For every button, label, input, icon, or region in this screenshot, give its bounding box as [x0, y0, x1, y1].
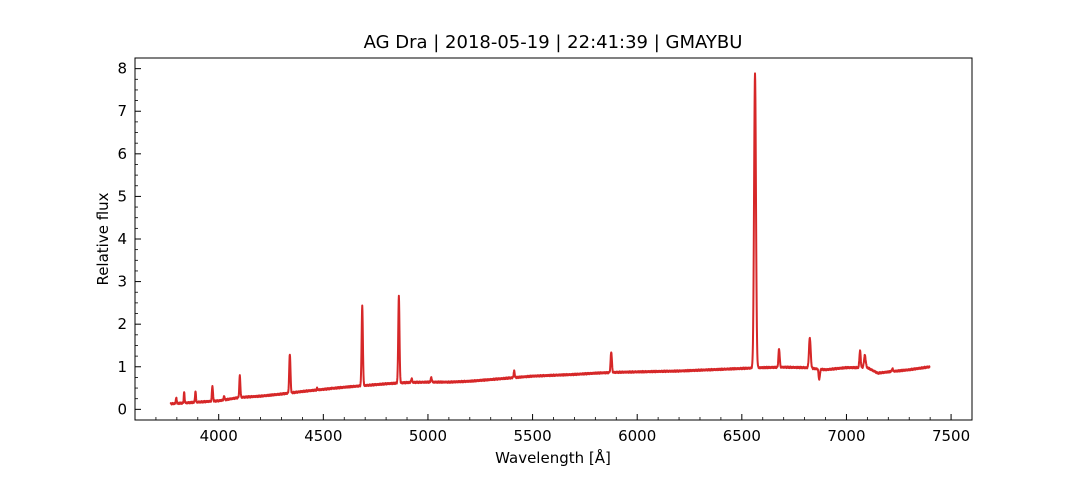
- x-axis-label: Wavelength [Å]: [495, 448, 611, 467]
- x-axis-ticks: 4000 4500 5000 5500 6000 6500 7000 7500: [134, 414, 973, 445]
- x-tick-label: 5500: [513, 427, 551, 445]
- x-tick-label: 6000: [618, 427, 656, 445]
- y-tick-label: 3: [117, 273, 127, 291]
- y-tick-label: 7: [117, 102, 127, 120]
- y-axis-label: Relative flux: [94, 192, 112, 285]
- spectrum-line: [169, 72, 931, 406]
- y-tick-label: 5: [117, 187, 127, 205]
- x-tick-label: 7500: [932, 427, 970, 445]
- x-tick-label: 6500: [723, 427, 761, 445]
- x-tick-label: 5000: [409, 427, 447, 445]
- y-tick-label: 1: [117, 358, 127, 376]
- y-tick-label: 2: [117, 315, 127, 333]
- y-tick-label: 4: [117, 230, 127, 248]
- chart-title: AG Dra | 2018-05-19 | 22:41:39 | GMAYBU: [364, 32, 743, 53]
- y-axis-ticks: 0 1 2 3 4 5 6 7 8: [117, 60, 141, 418]
- y-tick-label: 8: [117, 60, 127, 78]
- x-tick-label: 7000: [827, 427, 865, 445]
- x-tick-label: 4500: [304, 427, 342, 445]
- x-tick-label: 4000: [200, 427, 238, 445]
- y-tick-label: 6: [117, 145, 127, 163]
- y-tick-label: 0: [117, 400, 127, 418]
- plot-frame: [134, 57, 973, 421]
